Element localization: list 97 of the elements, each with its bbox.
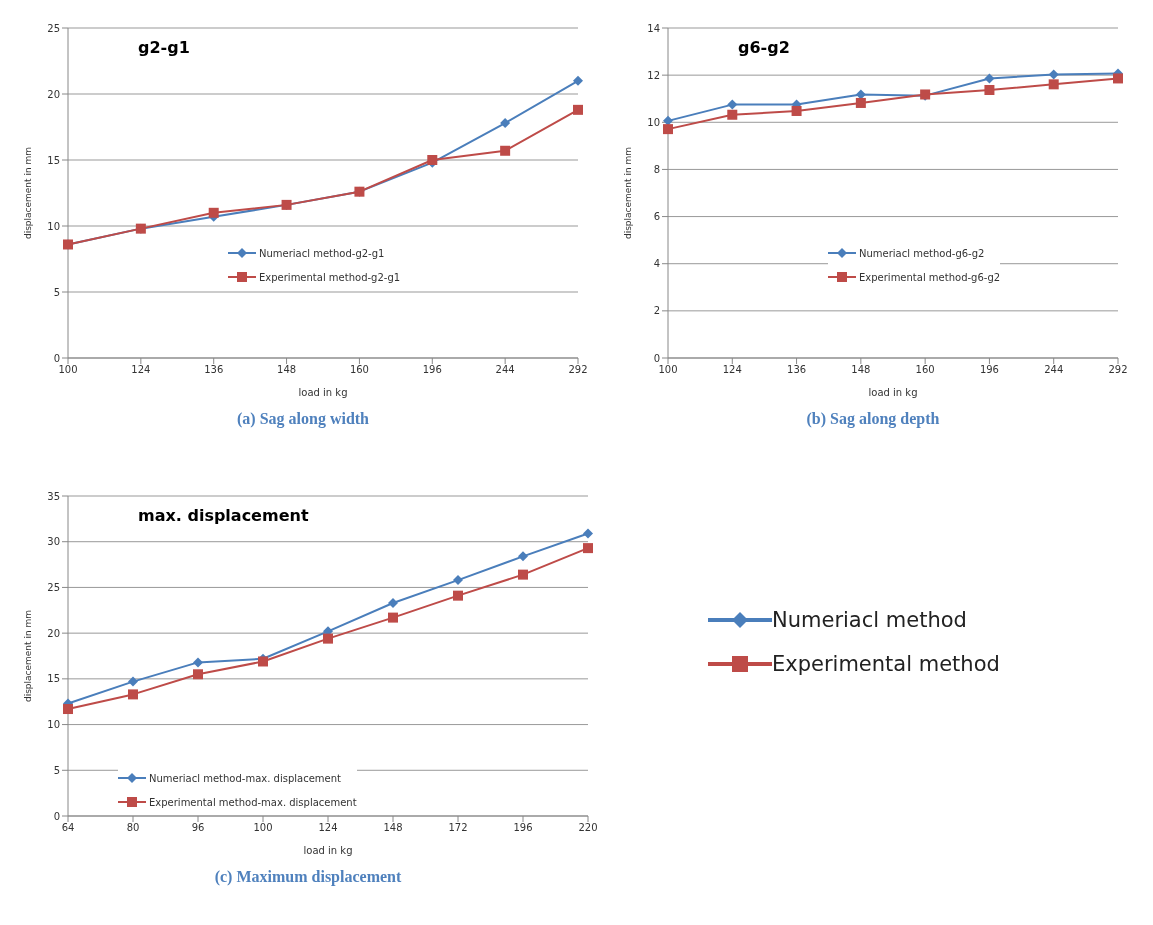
text: (a) Sag along width: [236, 410, 370, 428]
y-tick-label: 25: [47, 581, 60, 593]
x-tick-label: 160: [349, 364, 369, 376]
y-tick-label: 10: [47, 220, 60, 232]
y-tick-label: 0: [53, 810, 60, 822]
x-tick-label: 100: [58, 364, 78, 376]
x-tick-label: 148: [851, 364, 871, 376]
point: [193, 669, 203, 680]
x-tick-label: 148: [277, 364, 297, 376]
y-tick-label: 20: [47, 627, 60, 639]
y-tick-label: 35: [47, 490, 60, 502]
y-tick-label: 8: [653, 163, 660, 175]
point: [663, 115, 673, 126]
y-tick-label: 14: [647, 22, 660, 34]
y-tick-label: 0: [53, 352, 60, 364]
y-tick-label: 20: [47, 88, 60, 100]
x-tick-label: 148: [383, 822, 403, 834]
y-tick-label: 2: [653, 305, 660, 317]
point: [727, 99, 738, 110]
point: [128, 689, 138, 700]
point: [388, 612, 398, 623]
x-tick-label: 124: [722, 364, 742, 376]
y-axis-title: displacement in mm: [23, 609, 34, 703]
y-tick-label: 10: [647, 116, 660, 128]
y-tick-label: 5: [53, 286, 60, 298]
x-tick-label: 220: [578, 822, 598, 834]
legend-label: Experimental method-max. displacement: [149, 796, 357, 808]
point: [1048, 69, 1059, 80]
point: [855, 97, 866, 108]
x-tick-label: 244: [495, 364, 515, 376]
text: (c) Maximum displacement: [213, 868, 403, 886]
point: [518, 551, 528, 562]
y-axis-title: displacement in mm: [23, 146, 34, 240]
x-axis-title: load in kg: [298, 387, 348, 398]
y-tick-label: 6: [653, 211, 660, 223]
text: g2-g1: [138, 38, 190, 57]
x-tick-label: 100: [658, 364, 678, 376]
x-axis-title: load in kg: [303, 845, 353, 856]
x-tick-label: 292: [568, 364, 588, 376]
point: [323, 633, 333, 644]
point: [727, 109, 738, 120]
y-tick-label: 30: [47, 536, 60, 548]
legend-label: Experimental method: [772, 652, 1000, 676]
point: [500, 118, 511, 129]
point: [984, 73, 995, 84]
point: [583, 543, 593, 554]
y-tick-label: 4: [653, 258, 660, 270]
x-tick-label: 196: [979, 364, 999, 376]
legend-label: Numeriacl method-g6-g2: [859, 247, 985, 259]
y-tick-label: 5: [53, 764, 60, 776]
point: [453, 590, 463, 601]
point: [63, 704, 73, 715]
point: [388, 597, 398, 608]
x-tick-label: 80: [126, 822, 140, 834]
point: [573, 75, 583, 86]
point: [208, 207, 219, 218]
point: [1048, 79, 1059, 90]
x-tick-label: 172: [448, 822, 468, 834]
legend-label: Numeriacl method-max. displacement: [149, 772, 341, 784]
x-tick-label: 292: [1108, 364, 1128, 376]
y-axis-title: displacement in mm: [623, 146, 634, 240]
point: [573, 104, 583, 115]
x-tick-label: 124: [318, 822, 338, 834]
point: [1113, 73, 1123, 84]
point: [984, 84, 995, 95]
x-tick-label: 244: [1044, 364, 1064, 376]
x-tick-label: 196: [513, 822, 533, 834]
y-tick-label: 15: [47, 673, 60, 685]
x-tick-label: 124: [131, 364, 151, 376]
x-tick-label: 100: [253, 822, 273, 834]
point: [193, 657, 203, 668]
y-tick-label: 0: [653, 352, 660, 364]
x-tick-label: 160: [915, 364, 935, 376]
point: [583, 528, 593, 539]
x-tick-label: 64: [61, 822, 75, 834]
point: [518, 569, 528, 580]
legend-label: Numeriacl method-g2-g1: [259, 247, 385, 259]
legend-label: Numeriacl method: [772, 608, 967, 632]
y-tick-label: 10: [47, 719, 60, 731]
y-tick-label: 25: [47, 22, 60, 34]
legend-label: Experimental method-g2-g1: [259, 271, 401, 283]
y-tick-label: 15: [47, 154, 60, 166]
x-tick-label: 96: [191, 822, 205, 834]
x-tick-label: 196: [422, 364, 442, 376]
point: [791, 105, 802, 116]
text: g6-g2: [738, 38, 790, 57]
point: [128, 676, 138, 687]
point: [663, 124, 673, 135]
x-tick-label: 136: [204, 364, 224, 376]
y-tick-label: 12: [647, 69, 660, 81]
point: [453, 575, 463, 586]
text: max. displacement: [138, 506, 309, 525]
legend-label: Experimental method-g6-g2: [859, 271, 1001, 283]
point: [500, 145, 511, 156]
x-tick-label: 136: [787, 364, 807, 376]
x-axis-title: load in kg: [868, 387, 918, 398]
text: (b) Sag along depth: [805, 410, 941, 428]
